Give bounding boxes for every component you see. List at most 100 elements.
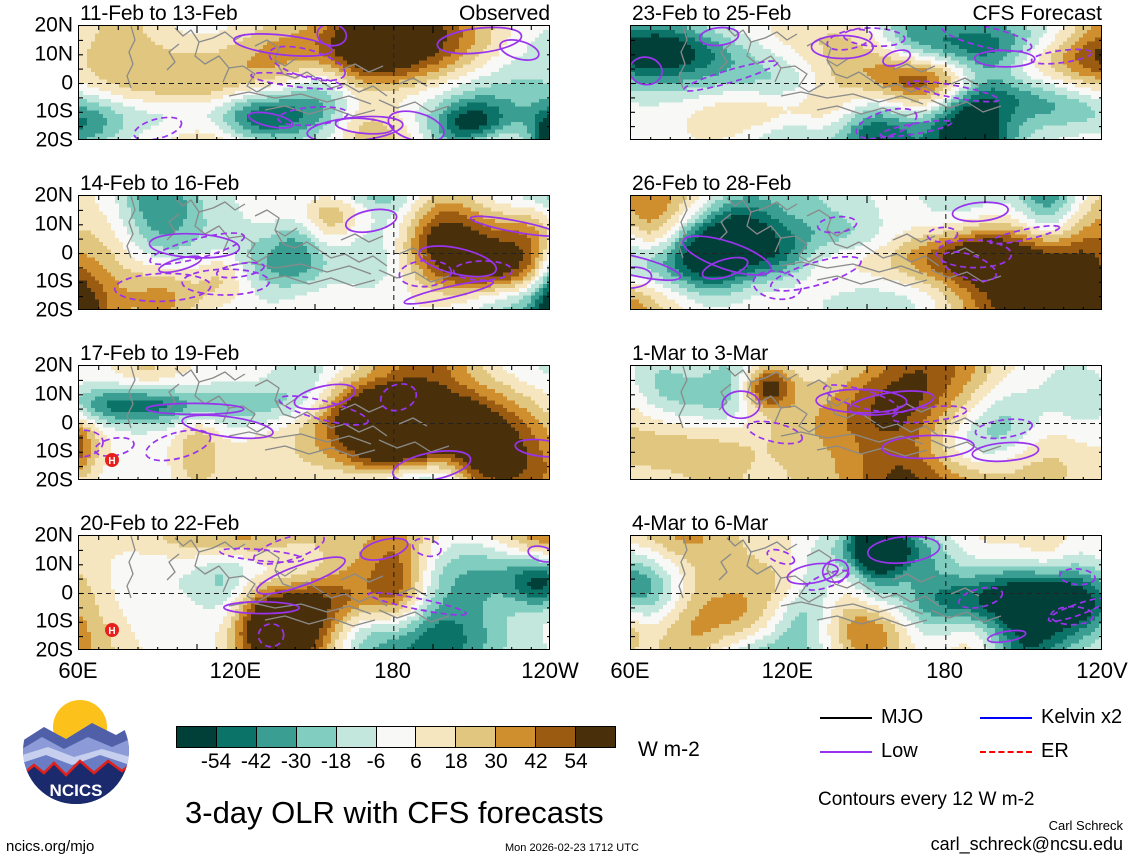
x-axis-tick-label: 120E — [210, 658, 261, 684]
ncics-logo: NCICS — [22, 697, 130, 805]
y-axis-tick-label: 20S — [13, 640, 73, 661]
legend-item-er: ER — [980, 740, 1069, 763]
y-axis-tick-label: 20S — [13, 130, 73, 151]
figure-title: 3-day OLR with CFS forecasts — [185, 795, 604, 831]
colorbar-tick-label: 54 — [564, 750, 587, 774]
legend-item-mjo: MJO — [820, 706, 923, 729]
colorbar-tick-label: -42 — [241, 750, 271, 774]
y-axis-tick-label: 0 — [13, 242, 73, 263]
x-axis-tick-label: 120V — [1076, 658, 1127, 684]
colorbar-units-label: W m-2 — [638, 738, 700, 762]
map-panel-4-mar-to-6-mar: 4-Mar to 6-Mar 60E 120E 180 120V — [610, 512, 1127, 683]
column-header-observed: Observed — [459, 2, 550, 26]
x-axis-tick-label: 180 — [374, 658, 411, 684]
y-axis-tick-label: 20N — [13, 15, 73, 36]
author-name: Carl Schreck — [1049, 818, 1123, 833]
olr-anomaly-map — [630, 195, 1102, 310]
colorbar-group: -54 -42 -30 -18 -6 6 18 30 42 54 — [176, 726, 616, 786]
olr-anomaly-map — [78, 25, 550, 140]
x-axis-tick-label: 120W — [521, 658, 578, 684]
colorbar-swatch — [496, 727, 537, 747]
map-panel-11-feb-to-13-feb: 11-Feb to 13-Feb Observed 20N 10N 0 10S 20S — [34, 2, 550, 151]
y-axis-tick-label: 10N — [13, 213, 73, 234]
map-panel-17-feb-to-19-feb: 17-Feb to 19-Feb H 20N 10N 0 10S 20S — [34, 342, 550, 491]
y-axis-tick-label: 10S — [13, 271, 73, 292]
colorbar-tick-label: 42 — [524, 750, 547, 774]
colorbar-swatch — [177, 727, 217, 747]
olr-anomaly-map — [630, 25, 1102, 140]
x-axis-tick-label: 180 — [926, 658, 963, 684]
colorbar-swatch — [336, 727, 377, 747]
olr-anomaly-map: H — [78, 365, 550, 480]
colorbar-tick-label: 18 — [444, 750, 467, 774]
contours-note: Contours every 12 W m-2 — [818, 789, 1034, 811]
x-axis-tick-label: 60E — [610, 658, 649, 684]
y-axis-tick-label: 10S — [13, 441, 73, 462]
site-url[interactable]: ncics.org/mjo — [6, 838, 94, 855]
y-axis-tick-label: 20S — [13, 300, 73, 321]
colorbar-tick-label: -6 — [367, 750, 386, 774]
legend-line-swatch — [980, 750, 1032, 753]
colorbar-tick-label: 6 — [410, 750, 422, 774]
y-axis-tick-label: 10S — [13, 611, 73, 632]
y-axis-tick-label: 20N — [13, 525, 73, 546]
author-email: carl_schreck@ncsu.edu — [931, 834, 1123, 855]
colorbar-swatch — [536, 727, 577, 747]
map-panel-26-feb-to-28-feb: 26-Feb to 28-Feb — [630, 172, 1102, 310]
olr-anomaly-map — [630, 535, 1102, 650]
panel-title: 17-Feb to 19-Feb — [80, 342, 239, 366]
y-axis-tick-label: 20N — [13, 355, 73, 376]
legend-label: Kelvin x2 — [1041, 706, 1122, 729]
legend-item-kelvin-x2: Kelvin x2 — [980, 706, 1122, 729]
legend-line-swatch — [820, 716, 872, 719]
y-axis-tick-label: 10N — [13, 383, 73, 404]
colorbar-tick-label: 30 — [484, 750, 507, 774]
y-axis-tick-label: 20N — [13, 185, 73, 206]
colorbar-swatch — [456, 727, 497, 747]
olr-anomaly-map: H — [78, 535, 550, 650]
y-axis-tick-label: 0 — [13, 412, 73, 433]
colorbar-swatch — [576, 727, 615, 747]
y-axis-tick-label: 0 — [13, 72, 73, 93]
ncics-logo-svg: NCICS — [23, 698, 129, 804]
x-axis-tick-label: 60E — [58, 658, 97, 684]
map-panel-20-feb-to-22-feb: 20-Feb to 22-Feb H 20N 10N 0 10S 20S 60E 120E 18… — [34, 512, 578, 683]
colorbar-swatch — [416, 727, 457, 747]
y-axis-tick-label: 10S — [13, 101, 73, 122]
y-axis-tick-label: 0 — [13, 582, 73, 603]
colorbar-tick-label: -54 — [201, 750, 231, 774]
panel-title: 4-Mar to 6-Mar — [632, 512, 768, 536]
panel-title: 20-Feb to 22-Feb — [80, 512, 239, 536]
x-axis: 60E 120E 180 120W — [58, 658, 578, 684]
map-panel-14-feb-to-16-feb: 14-Feb to 16-Feb 20N 10N 0 10S 20S — [34, 172, 550, 321]
x-axis-tick-label: 120E — [762, 658, 813, 684]
timestamp: Mon 2026-02-23 1712 UTC — [505, 842, 639, 854]
colorbar-swatch — [216, 727, 257, 747]
panel-title: 26-Feb to 28-Feb — [632, 172, 791, 196]
panel-title: 14-Feb to 16-Feb — [80, 172, 239, 196]
column-header-forecast: CFS Forecast — [972, 2, 1102, 26]
olr-anomaly-map — [78, 195, 550, 310]
y-axis-tick-label: 10N — [13, 553, 73, 574]
panel-title: 1-Mar to 3-Mar — [632, 342, 768, 366]
y-axis-tick-label: 20S — [13, 470, 73, 491]
map-panel-1-mar-to-3-mar: 1-Mar to 3-Mar — [630, 342, 1102, 480]
legend-label: ER — [1041, 740, 1069, 763]
legend-line-swatch — [820, 750, 872, 753]
legend-line-swatch — [980, 716, 1032, 719]
panel-title: 23-Feb to 25-Feb — [632, 2, 791, 26]
map-panel-23-feb-to-25-feb: 23-Feb to 25-Feb CFS Forecast — [630, 2, 1102, 140]
colorbar-swatch — [256, 727, 297, 747]
olr-anomaly-map — [630, 365, 1102, 480]
x-axis: 60E 120E 180 120V — [610, 658, 1127, 684]
colorbar-swatch — [376, 727, 417, 747]
legend-label: Low — [881, 740, 918, 763]
y-axis-tick-label: 10N — [13, 43, 73, 64]
legend-label: MJO — [881, 706, 923, 729]
colorbar-swatch — [296, 727, 337, 747]
colorbar-tick-label: -30 — [281, 750, 311, 774]
colorbar-tick-label: -18 — [321, 750, 351, 774]
legend-item-low: Low — [820, 740, 918, 763]
colorbar — [176, 726, 616, 748]
panel-title: 11-Feb to 13-Feb — [80, 2, 238, 26]
